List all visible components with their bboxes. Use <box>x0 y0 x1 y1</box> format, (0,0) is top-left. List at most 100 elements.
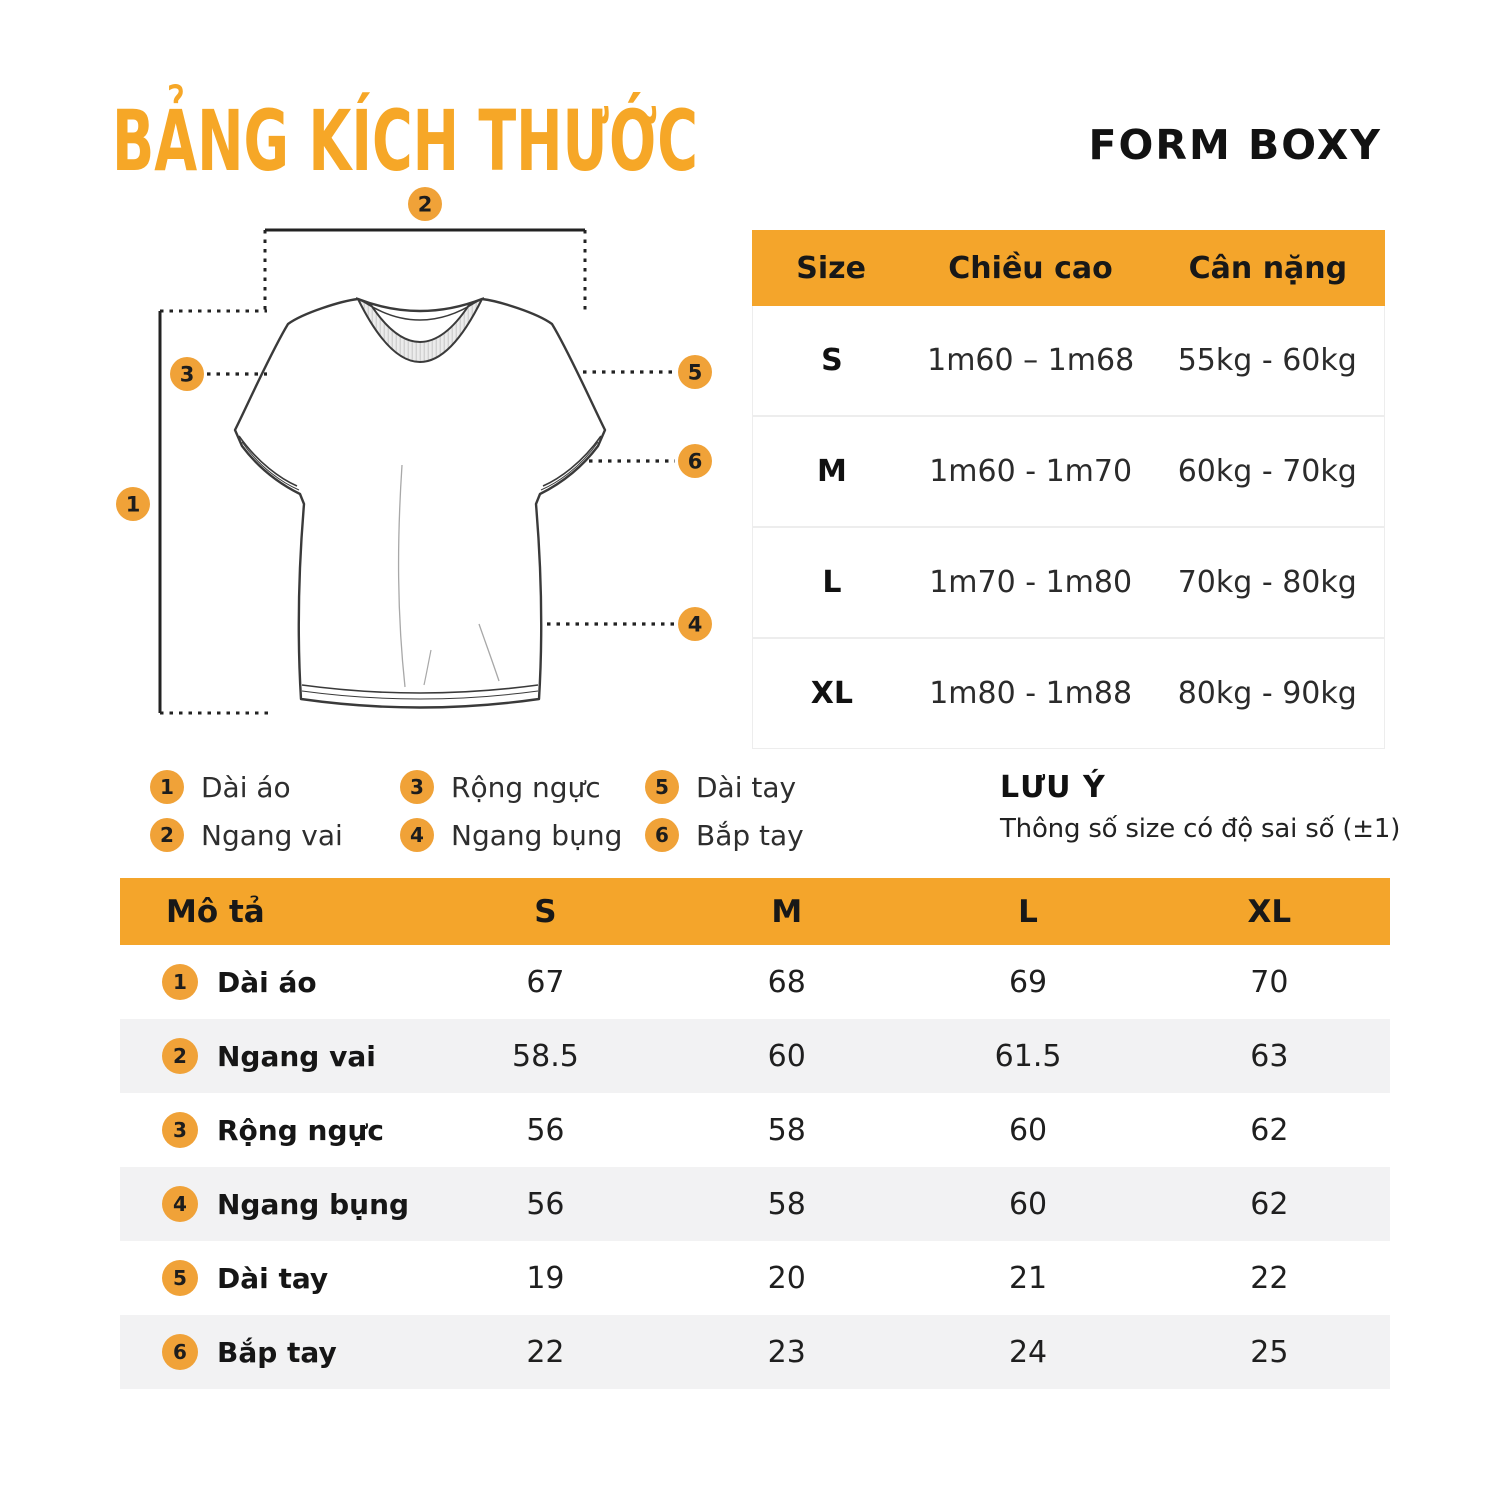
ribbed-collar <box>355 296 485 363</box>
measurement-number-badge: 2 <box>162 1038 198 1074</box>
svg-text:1: 1 <box>126 493 141 517</box>
measurement-label-cell: 6 Bắp tay <box>120 1334 425 1370</box>
callout-2: 2 <box>408 187 442 221</box>
measurement-label: Dài tay <box>217 1261 329 1295</box>
size-value: XL <box>810 676 853 711</box>
measurement-label-cell: 3 Rộng ngực <box>120 1112 425 1148</box>
measurement-value: 62 <box>1250 1112 1289 1148</box>
size-guide-row: S 1m60 – 1m68 55kg - 60kg <box>753 306 1384 415</box>
measurement-value: 63 <box>1250 1038 1289 1074</box>
measurements-header: Mô tả S M L XL <box>120 878 1390 945</box>
weight-range: 80kg - 90kg <box>1177 676 1357 711</box>
legend-number-badge: 4 <box>400 818 434 852</box>
measurement-value: 23 <box>767 1334 806 1370</box>
size-guide-table: Size Chiều cao Cân nặng S 1m60 – 1m68 55kg… <box>752 230 1385 749</box>
legend-item-4: 4 Ngang bụng <box>400 818 645 852</box>
callout-3: 3 <box>170 357 204 391</box>
s-col-header: S <box>534 893 557 930</box>
legend-item-6: 6 Bắp tay <box>645 818 865 852</box>
measurement-value: 58 <box>767 1112 806 1148</box>
legend-item-5: 5 Dài tay <box>645 770 865 804</box>
measurement-number-badge: 4 <box>162 1186 198 1222</box>
svg-text:5: 5 <box>688 361 703 385</box>
legend-number-badge: 1 <box>150 770 184 804</box>
size-guide-header: Size Chiều cao Cân nặng <box>752 230 1385 306</box>
legend-number-badge: 5 <box>645 770 679 804</box>
legend-number-badge: 6 <box>645 818 679 852</box>
page-title: BẢNG KÍCH THƯỚC <box>112 92 698 190</box>
measurement-number-badge: 3 <box>162 1112 198 1148</box>
measurement-value: 70 <box>1250 964 1289 1000</box>
height-range: 1m60 - 1m70 <box>929 454 1133 489</box>
svg-text:2: 2 <box>418 193 433 217</box>
measurement-label-cell: 1 Dài áo <box>120 964 425 1000</box>
callout-4: 4 <box>678 607 712 641</box>
measurement-row: 3 Rộng ngực 56 58 60 62 <box>120 1093 1390 1167</box>
legend-number-badge: 3 <box>400 770 434 804</box>
weight-range: 60kg - 70kg <box>1177 454 1357 489</box>
legend-item-1: 1 Dài áo <box>150 770 400 804</box>
callout-leaders <box>207 370 675 626</box>
size-value: S <box>821 343 843 378</box>
form-type-label: FORM BOXY <box>1088 121 1382 169</box>
measurement-value: 25 <box>1250 1334 1289 1370</box>
measurement-number-badge: 5 <box>162 1260 198 1296</box>
measurement-label-cell: 5 Dài tay <box>120 1260 425 1296</box>
tshirt-drawing <box>233 296 607 709</box>
size-guide-row: M 1m60 - 1m70 60kg - 70kg <box>753 415 1384 526</box>
measurement-label-cell: 4 Ngang bụng <box>120 1186 425 1222</box>
size-guide-body: S 1m60 – 1m68 55kg - 60kg M 1m60 - 1m70 60kg … <box>752 306 1385 749</box>
measurement-value: 20 <box>767 1260 806 1296</box>
measurement-row: 6 Bắp tay 22 23 24 25 <box>120 1315 1390 1389</box>
measurement-value: 69 <box>1008 964 1048 1000</box>
weight-col-header: Cân nặng <box>1188 250 1348 286</box>
measurement-row: 5 Dài tay 19 20 21 22 <box>120 1241 1390 1315</box>
measurement-value: 24 <box>1008 1334 1048 1370</box>
svg-text:6: 6 <box>688 450 703 474</box>
measurement-value: 56 <box>526 1186 565 1222</box>
height-range: 1m60 – 1m68 <box>927 343 1135 378</box>
measurement-legend: 1 Dài áo 2 Ngang vai 3 Rộng ngực 4 Ngang bụng 5 D… <box>150 763 865 859</box>
legend-label: Ngang vai <box>201 818 343 852</box>
note-title: LƯU Ý <box>1000 770 1106 805</box>
legend-item-2: 2 Ngang vai <box>150 818 400 852</box>
description-col-header: Mô tả <box>166 893 265 930</box>
weight-range: 70kg - 80kg <box>1177 565 1357 600</box>
svg-text:4: 4 <box>688 613 703 637</box>
measurement-label: Rộng ngực <box>217 1113 385 1147</box>
measurement-number-badge: 6 <box>162 1334 198 1370</box>
m-col-header: M <box>771 893 803 930</box>
legend-item-3: 3 Rộng ngực <box>400 770 645 804</box>
measurement-value: 56 <box>526 1112 565 1148</box>
measurement-row: 1 Dài áo 67 68 69 70 <box>120 945 1390 1019</box>
xl-col-header: XL <box>1247 893 1292 930</box>
measurement-value: 60 <box>1008 1112 1048 1148</box>
legend-label: Dài áo <box>201 770 291 804</box>
measurement-value: 60 <box>767 1038 806 1074</box>
note-text: Thông số size có độ sai số (±1) <box>1000 814 1401 844</box>
measurement-label: Ngang bụng <box>217 1187 410 1221</box>
size-value: L <box>822 565 842 600</box>
measurement-number-badge: 1 <box>162 964 198 1000</box>
measurement-value: 67 <box>526 964 565 1000</box>
callout-1: 1 <box>116 487 150 521</box>
measurement-value: 22 <box>1250 1260 1289 1296</box>
height-col-header: Chiều cao <box>948 250 1113 286</box>
tshirt-measurement-diagram: 2 1 3 5 6 4 <box>116 187 712 715</box>
measurement-label-cell: 2 Ngang vai <box>120 1038 425 1074</box>
measurement-value: 68 <box>767 964 806 1000</box>
measurement-value: 19 <box>526 1260 565 1296</box>
weight-range: 55kg - 60kg <box>1177 343 1357 378</box>
measurement-label: Dài áo <box>217 965 317 999</box>
measurement-value: 60 <box>1008 1186 1048 1222</box>
measurement-value: 58.5 <box>512 1038 579 1074</box>
legend-label: Dài tay <box>696 770 797 804</box>
note-block: LƯU Ý Thông số size có độ sai số (±1) <box>1000 770 1440 844</box>
callout-6: 6 <box>678 444 712 478</box>
measurement-value: 58 <box>767 1186 806 1222</box>
legend-label: Bắp tay <box>696 818 804 852</box>
l-col-header: L <box>1018 893 1038 930</box>
shoulder-width-bracket <box>263 228 587 315</box>
measurements-body: 1 Dài áo 67 68 69 70 2 Ngang vai 58.5 60 61.5 63 3 Rộ… <box>120 945 1390 1389</box>
